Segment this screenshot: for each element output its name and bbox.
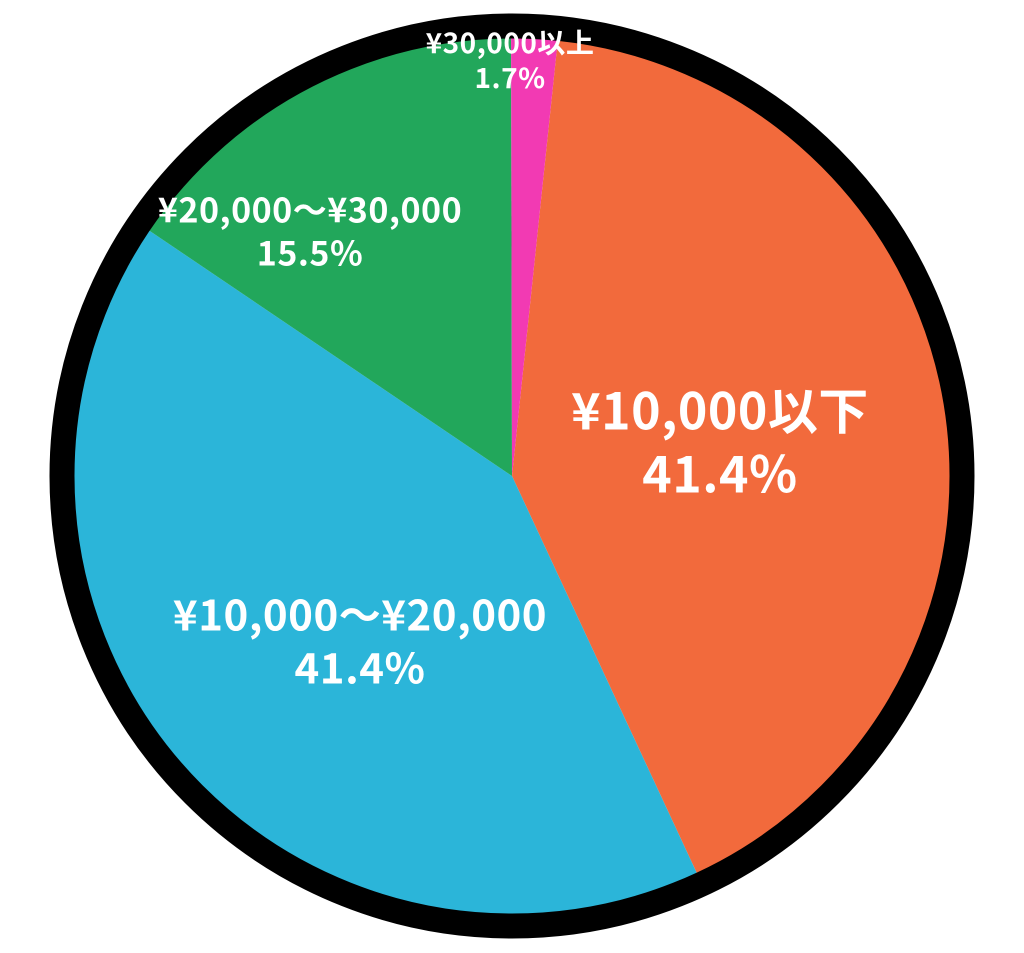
slice-label: ¥30,000以上1.7% (426, 25, 595, 95)
slice-label-text: ¥30,000以上 (426, 25, 595, 60)
slice-label-text: ¥10,000以下 (571, 378, 869, 441)
slice-label: ¥20,000〜¥30,00015.5% (158, 188, 462, 273)
slice-label: ¥10,000〜¥20,00041.4% (173, 588, 547, 693)
slice-label-text: ¥10,000〜¥20,000 (173, 588, 547, 641)
slice-label-percent: 1.7% (426, 60, 595, 95)
slice-label-percent: 41.4% (571, 440, 869, 503)
slice-label-percent: 15.5% (158, 230, 462, 273)
pie-chart: ¥10,000以下41.4%¥10,000〜¥20,00041.4%¥20,00… (0, 0, 1024, 953)
slice-label-text: ¥20,000〜¥30,000 (158, 188, 462, 231)
slice-label-percent: 41.4% (173, 640, 547, 693)
pie-svg (0, 0, 1024, 953)
slice-label: ¥10,000以下41.4% (571, 378, 869, 503)
